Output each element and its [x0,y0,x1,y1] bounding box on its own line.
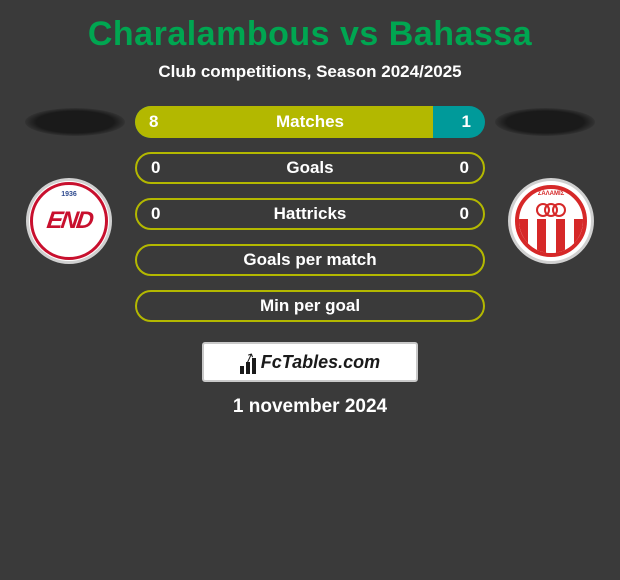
stats-column: 81Matches00Goals00HattricksGoals per mat… [135,106,485,322]
stat-bar: 00Goals [135,152,485,184]
stat-label: Goals [286,158,333,178]
club-left-ring: 1936 END [30,182,108,260]
stat-label: Min per goal [260,296,360,316]
club-right-stripes [519,219,583,253]
stat-label: Matches [276,112,344,132]
fctables-watermark[interactable]: ↗ FcTables.com [202,342,418,382]
stat-bar: 00Hattricks [135,198,485,230]
club-right-inner: ΣΑΛΑΜΙΣ [515,185,587,257]
barchart-icon: ↗ [240,350,255,374]
stat-label: Hattricks [274,204,347,224]
stat-bar: Min per goal [135,290,485,322]
club-right-top: ΣΑΛΑΜΙΣ [538,191,565,197]
club-badge-right: ΣΑΛΑΜΙΣ [508,178,594,264]
shadow-left [25,108,125,136]
stat-left-value: 0 [137,154,310,182]
stat-right-value: 0 [310,154,483,182]
stat-bar: Goals per match [135,244,485,276]
page-title: Charalambous vs Bahassa [88,15,532,54]
shadow-right [495,108,595,136]
club-badge-left: 1936 END [26,178,112,264]
stat-label: Goals per match [243,250,376,270]
olympic-rings-icon [539,203,563,217]
club-left-main: END [45,207,94,235]
comparison-card: Charalambous vs Bahassa Club competition… [0,0,620,418]
fctables-label: FcTables.com [261,352,380,373]
subtitle: Club competitions, Season 2024/2025 [158,62,461,82]
date-label: 1 november 2024 [233,396,387,418]
stat-right-value: 1 [433,106,486,138]
stat-bar: 81Matches [135,106,485,138]
club-left-year: 1936 [61,191,77,198]
